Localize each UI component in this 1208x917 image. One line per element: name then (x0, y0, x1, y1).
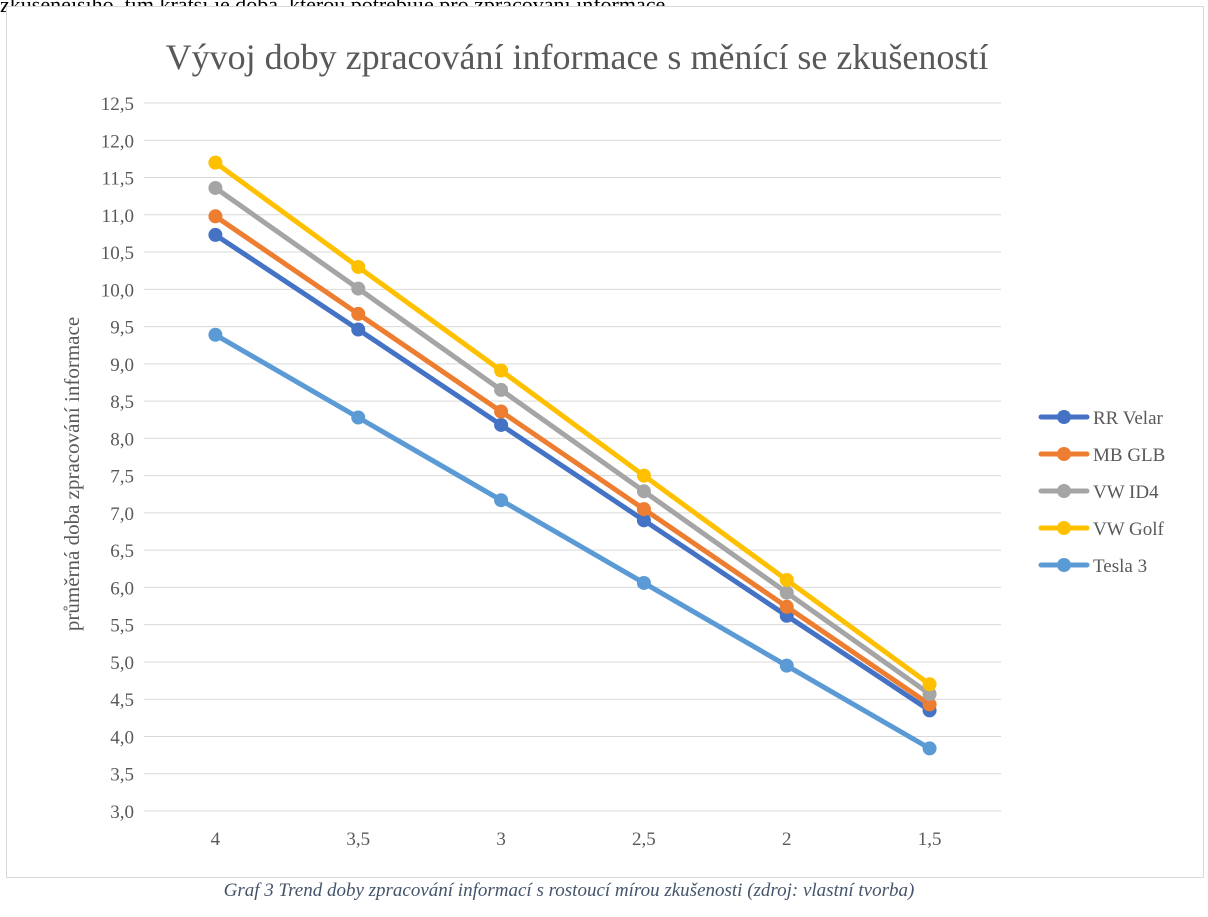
y-tick-label: 12,0 (101, 131, 134, 152)
legend-swatch-marker (1057, 447, 1071, 461)
x-tick-label: 2 (782, 829, 792, 850)
y-tick-label: 8,5 (110, 392, 134, 413)
legend-swatch-marker (1057, 410, 1071, 424)
data-point (351, 282, 365, 296)
data-point (208, 228, 222, 242)
data-point (351, 411, 365, 425)
series-tesla-3 (208, 328, 936, 756)
data-point (351, 260, 365, 274)
y-tick-label: 4,0 (110, 727, 134, 748)
data-point (494, 364, 508, 378)
y-tick-label: 6,5 (110, 541, 134, 562)
data-point (637, 469, 651, 483)
x-tick-label: 3 (496, 829, 506, 850)
y-tick-label: 11,0 (101, 206, 134, 227)
line-chart: Vývoj doby zpracování informace s měnící… (7, 7, 1205, 879)
y-tick-label: 8,0 (110, 429, 134, 450)
x-axis-ticks: 4 3,5 3 2,5 2 1,5 (211, 829, 942, 850)
series-line (215, 335, 929, 749)
legend-item: MB GLB (1041, 445, 1165, 466)
series-vw-golf (208, 156, 936, 692)
data-point (637, 576, 651, 590)
series-vw-id4 (208, 181, 936, 701)
x-tick-label: 1,5 (918, 829, 942, 850)
data-point (494, 383, 508, 397)
chart-area: Vývoj doby zpracování informace s měnící… (6, 6, 1204, 878)
data-point (780, 659, 794, 673)
series-line (215, 235, 929, 710)
y-tick-label: 12,5 (101, 94, 134, 115)
legend: RR Velar MB GLB VW ID4 VW Golf Tesla 3 (1041, 408, 1165, 577)
legend-item: VW Golf (1041, 519, 1165, 540)
data-point (494, 405, 508, 419)
y-tick-label: 4,5 (110, 690, 134, 711)
legend-label: VW Golf (1093, 519, 1165, 540)
y-tick-label: 3,5 (110, 765, 134, 786)
y-axis-label: průměrná doba zpracování informace (60, 317, 84, 631)
legend-swatch-marker (1057, 521, 1071, 535)
legend-label: MB GLB (1093, 445, 1165, 466)
data-point (923, 741, 937, 755)
x-tick-label: 3,5 (346, 829, 370, 850)
legend-item: Tesla 3 (1041, 556, 1147, 577)
data-point (208, 328, 222, 342)
x-tick-label: 2,5 (632, 829, 656, 850)
data-point (780, 600, 794, 614)
chart-title: Vývoj doby zpracování informace s měnící… (166, 37, 989, 77)
legend-swatch-marker (1057, 484, 1071, 498)
series-rr-velar (208, 228, 936, 717)
legend-label: VW ID4 (1093, 482, 1159, 503)
data-point (637, 502, 651, 516)
data-point (780, 586, 794, 600)
y-tick-label: 3,0 (110, 802, 134, 823)
data-point (494, 493, 508, 507)
data-point (780, 573, 794, 587)
y-tick-label: 5,5 (110, 616, 134, 637)
y-tick-label: 10,0 (101, 280, 134, 301)
series-lines (208, 156, 936, 756)
data-point (351, 307, 365, 321)
y-tick-label: 9,5 (110, 318, 134, 339)
legend-item: RR Velar (1041, 408, 1164, 429)
y-tick-label: 6,0 (110, 578, 134, 599)
y-tick-label: 5,0 (110, 653, 134, 674)
data-point (637, 484, 651, 498)
figure-caption: Graf 3 Trend doby zpracování informací s… (0, 880, 1138, 902)
data-point (494, 418, 508, 432)
series-mb-glb (208, 209, 936, 711)
y-axis-ticks: 3,0 3,5 4,0 4,5 5,0 5,5 6,0 6,5 7,0 7,5 8,0 8,5 9,0 9… (101, 94, 134, 823)
gridlines (144, 103, 1001, 811)
legend-item: VW ID4 (1041, 482, 1159, 503)
y-tick-label: 7,5 (110, 467, 134, 488)
data-point (208, 156, 222, 170)
data-point (208, 209, 222, 223)
series-line (215, 188, 929, 694)
y-tick-label: 10,5 (101, 243, 134, 264)
y-tick-label: 9,0 (110, 355, 134, 376)
data-point (208, 181, 222, 195)
series-line (215, 163, 929, 685)
legend-label: Tesla 3 (1093, 556, 1147, 577)
legend-label: RR Velar (1093, 408, 1164, 429)
y-tick-label: 11,5 (101, 169, 134, 190)
legend-swatch-marker (1057, 558, 1071, 572)
data-point (923, 677, 937, 691)
x-tick-label: 4 (211, 829, 221, 850)
data-point (351, 323, 365, 337)
y-tick-label: 7,0 (110, 504, 134, 525)
